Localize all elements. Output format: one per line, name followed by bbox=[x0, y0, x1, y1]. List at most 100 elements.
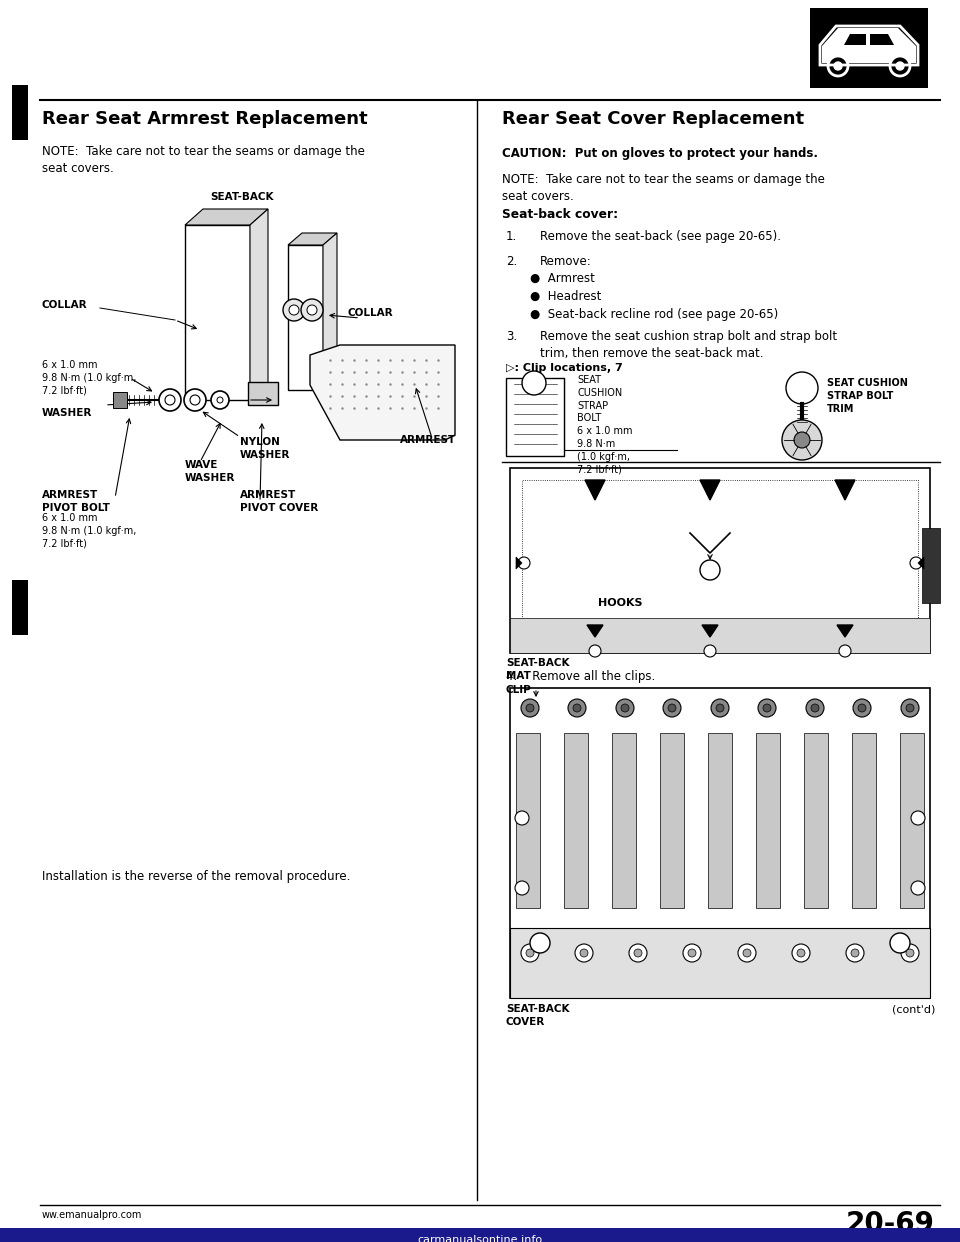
Bar bbox=[900, 733, 924, 908]
Circle shape bbox=[906, 949, 914, 958]
Text: SEAT CUSHION
STRAP BOLT
TRIM: SEAT CUSHION STRAP BOLT TRIM bbox=[827, 378, 908, 414]
Text: Installation is the reverse of the removal procedure.: Installation is the reverse of the remov… bbox=[42, 869, 350, 883]
Polygon shape bbox=[840, 30, 900, 46]
Text: 20-69: 20-69 bbox=[846, 1210, 935, 1238]
Text: SEAT-BACK
COVER: SEAT-BACK COVER bbox=[506, 1004, 569, 1027]
Circle shape bbox=[165, 395, 175, 405]
Text: 6 x 1.0 mm
9.8 N·m (1.0 kgf·m,
7.2 lbf·ft): 6 x 1.0 mm 9.8 N·m (1.0 kgf·m, 7.2 lbf·f… bbox=[42, 360, 136, 396]
Polygon shape bbox=[185, 209, 268, 225]
Text: SEAT-BACK: SEAT-BACK bbox=[210, 193, 274, 202]
Circle shape bbox=[589, 645, 601, 657]
Circle shape bbox=[573, 704, 581, 712]
Text: (cont'd): (cont'd) bbox=[892, 1004, 935, 1013]
Circle shape bbox=[704, 645, 716, 657]
Polygon shape bbox=[822, 29, 916, 63]
Circle shape bbox=[911, 811, 925, 825]
Text: 4.    Remove all the clips.: 4. Remove all the clips. bbox=[506, 669, 656, 683]
Circle shape bbox=[846, 944, 864, 963]
Text: ●  Armrest: ● Armrest bbox=[530, 272, 595, 284]
Circle shape bbox=[896, 62, 904, 70]
Bar bbox=[660, 733, 684, 908]
Circle shape bbox=[911, 881, 925, 895]
Text: carmanualsontine.info: carmanualsontine.info bbox=[418, 1235, 542, 1242]
Bar bbox=[804, 733, 828, 908]
Polygon shape bbox=[837, 625, 853, 637]
Circle shape bbox=[663, 699, 681, 717]
Circle shape bbox=[518, 556, 530, 569]
Circle shape bbox=[743, 949, 751, 958]
Circle shape bbox=[834, 62, 842, 70]
Text: COLLAR: COLLAR bbox=[42, 301, 87, 310]
Bar bbox=[612, 733, 636, 908]
Text: Remove the seat cushion strap bolt and strap bolt
trim, then remove the seat-bac: Remove the seat cushion strap bolt and s… bbox=[540, 330, 837, 359]
Text: COLLAR: COLLAR bbox=[348, 308, 394, 318]
Circle shape bbox=[786, 373, 818, 404]
Polygon shape bbox=[587, 625, 603, 637]
Text: ww.emanualpro.com: ww.emanualpro.com bbox=[42, 1210, 142, 1220]
Circle shape bbox=[792, 944, 810, 963]
Circle shape bbox=[629, 944, 647, 963]
Text: 3.: 3. bbox=[506, 330, 517, 343]
Circle shape bbox=[906, 704, 914, 712]
Circle shape bbox=[580, 949, 588, 958]
Circle shape bbox=[688, 949, 696, 958]
Polygon shape bbox=[585, 479, 605, 501]
Circle shape bbox=[515, 881, 529, 895]
Circle shape bbox=[530, 933, 550, 953]
Text: WAVE
WASHER: WAVE WASHER bbox=[185, 460, 235, 483]
Circle shape bbox=[526, 949, 534, 958]
Bar bbox=[510, 468, 930, 653]
Polygon shape bbox=[310, 345, 455, 440]
Polygon shape bbox=[918, 556, 924, 569]
Circle shape bbox=[758, 699, 776, 717]
Circle shape bbox=[782, 420, 822, 460]
Circle shape bbox=[700, 560, 720, 580]
Text: ARMREST
PIVOT BOLT: ARMREST PIVOT BOLT bbox=[42, 491, 109, 513]
Bar bbox=[0, 1228, 960, 1242]
Circle shape bbox=[521, 944, 539, 963]
Circle shape bbox=[853, 699, 871, 717]
Text: ●  Seat-back recline rod (see page 20-65): ● Seat-back recline rod (see page 20-65) bbox=[530, 308, 779, 320]
Circle shape bbox=[890, 933, 910, 953]
Circle shape bbox=[301, 299, 323, 320]
Circle shape bbox=[621, 704, 629, 712]
Circle shape bbox=[901, 699, 919, 717]
Circle shape bbox=[797, 949, 805, 958]
Circle shape bbox=[616, 699, 634, 717]
Circle shape bbox=[159, 389, 181, 411]
Text: ●  Headrest: ● Headrest bbox=[530, 289, 601, 303]
Circle shape bbox=[184, 389, 206, 411]
Polygon shape bbox=[113, 392, 127, 409]
Polygon shape bbox=[702, 625, 718, 637]
Circle shape bbox=[851, 949, 859, 958]
Circle shape bbox=[890, 56, 910, 76]
Text: WASHER: WASHER bbox=[42, 409, 92, 419]
Circle shape bbox=[716, 704, 724, 712]
Text: NOTE:  Take care not to tear the seams or damage the
seat covers.: NOTE: Take care not to tear the seams or… bbox=[42, 145, 365, 174]
Circle shape bbox=[515, 811, 529, 825]
Bar bbox=[510, 688, 930, 999]
Bar bbox=[510, 619, 930, 653]
Circle shape bbox=[683, 944, 701, 963]
Text: NYLON
WASHER: NYLON WASHER bbox=[240, 437, 290, 460]
Bar bbox=[922, 528, 940, 604]
Text: ▷: Clip locations, 7: ▷: Clip locations, 7 bbox=[506, 363, 623, 373]
Circle shape bbox=[858, 704, 866, 712]
Bar bbox=[506, 378, 564, 456]
Circle shape bbox=[307, 306, 317, 315]
Circle shape bbox=[901, 944, 919, 963]
Polygon shape bbox=[870, 34, 894, 45]
Circle shape bbox=[763, 704, 771, 712]
Circle shape bbox=[568, 699, 586, 717]
Text: CLIP: CLIP bbox=[506, 686, 532, 696]
Circle shape bbox=[811, 704, 819, 712]
Circle shape bbox=[806, 699, 824, 717]
Text: Remove:: Remove: bbox=[540, 255, 591, 268]
Circle shape bbox=[839, 645, 851, 657]
Text: Remove the seat-back (see page 20-65).: Remove the seat-back (see page 20-65). bbox=[540, 230, 781, 243]
Circle shape bbox=[828, 56, 848, 76]
Text: ARMREST: ARMREST bbox=[400, 435, 456, 445]
Circle shape bbox=[634, 949, 642, 958]
Polygon shape bbox=[248, 383, 278, 405]
Text: SEAT-BACK
MAT: SEAT-BACK MAT bbox=[506, 658, 569, 681]
